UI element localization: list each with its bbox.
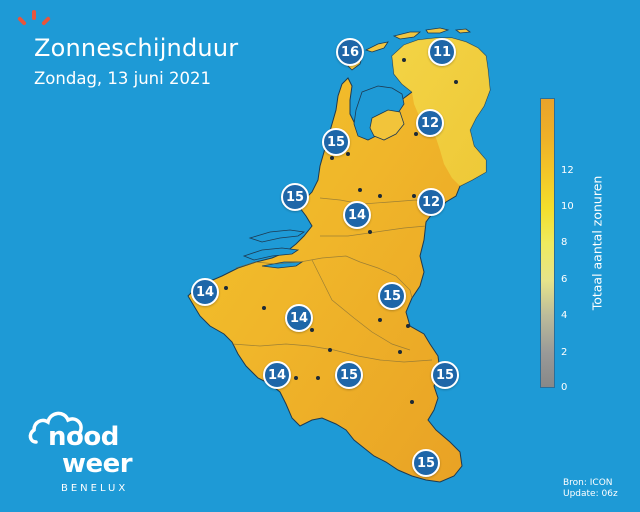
noodweer-logo-icon <box>28 411 83 444</box>
zeeland-waters <box>242 229 306 269</box>
source-info: Bron: ICON Update: 06z <box>563 478 618 500</box>
map-title: Zonneschijnduur <box>34 34 239 62</box>
legend-tick: 4 <box>561 310 568 321</box>
marker-zuid-belgie-west[interactable]: 14 <box>263 361 291 389</box>
update-line: Update: 06z <box>563 489 618 499</box>
legend-tick: 12 <box>561 165 574 176</box>
legend-tick: 10 <box>561 201 574 212</box>
source-line: Bron: ICON <box>563 478 613 488</box>
marker-limburg[interactable]: 15 <box>378 282 406 310</box>
map-date: Zondag, 13 juni 2021 <box>34 69 211 88</box>
legend-tick: 8 <box>561 237 568 248</box>
marker-brabant[interactable]: 14 <box>343 201 371 229</box>
legend-tick: 6 <box>561 274 568 285</box>
logo-word-weer: weer <box>62 449 133 479</box>
marker-amsterdam[interactable]: 15 <box>322 128 350 156</box>
marker-den-helder[interactable]: 16 <box>336 38 364 66</box>
marker-zuid-holland[interactable]: 15 <box>281 183 309 211</box>
city-dots <box>224 58 458 404</box>
marker-oost-belgie[interactable]: 15 <box>431 361 459 389</box>
marker-luxemburg[interactable]: 15 <box>412 449 440 477</box>
logo-benelux: BENELUX <box>61 483 129 494</box>
marker-flevoland[interactable]: 12 <box>416 109 444 137</box>
logo-word-nood: nood <box>48 422 119 452</box>
marker-oostende[interactable]: 14 <box>191 278 219 306</box>
marker-groningen[interactable]: 11 <box>428 38 456 66</box>
marker-ardennen[interactable]: 15 <box>335 361 363 389</box>
borders <box>231 197 441 363</box>
flevoland <box>369 109 405 141</box>
legend-label: Totaal aantal zonuren <box>589 175 605 311</box>
legend-tick: 0 <box>561 382 568 393</box>
legend-tick: 2 <box>561 347 568 358</box>
legend-colorbar <box>540 98 555 388</box>
land-north <box>392 38 490 186</box>
marker-gelderland[interactable]: 12 <box>417 188 445 216</box>
sun-rays-icon <box>17 10 51 26</box>
marker-brussel[interactable]: 14 <box>285 304 313 332</box>
